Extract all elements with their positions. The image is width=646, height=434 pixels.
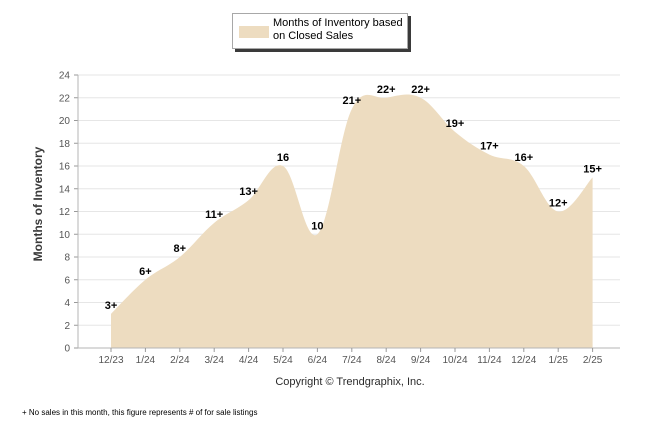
data-label: 13+ [239,186,258,198]
x-tick-label: 1/25 [548,355,568,366]
y-tick-label: 0 [64,344,70,355]
data-label: 8+ [174,243,187,255]
x-tick-label: 4/24 [239,355,259,366]
copyright-text: Copyright © Trendgraphix, Inc. [275,376,425,388]
x-tick-label: 1/24 [136,355,156,366]
y-tick-label: 16 [59,162,71,173]
data-label: 22+ [411,84,430,96]
data-label: 12+ [549,198,568,210]
data-label: 15+ [583,163,602,175]
x-tick-label: 7/24 [342,355,362,366]
data-label: 17+ [480,141,499,153]
y-tick-label: 14 [59,184,71,195]
x-tick-label: 2/25 [583,355,603,366]
data-label: 10 [311,220,323,232]
x-tick-label: 3/24 [204,355,224,366]
x-tick-label: 12/23 [98,355,123,366]
data-labels: 3+ 6+ 8+ 11+ 13+ 16 10 21+ 22+ 22+ 19+ 17+ 16+ 12+ 15+ [105,84,602,312]
data-label: 3+ [105,300,118,312]
data-label: 16 [277,152,289,164]
y-tick-label: 24 [59,71,71,82]
series-area [111,94,593,348]
y-tick-label: 12 [59,207,71,218]
data-label: 21+ [342,95,361,107]
area-fill [111,94,593,348]
x-tick-label: 2/24 [170,355,190,366]
x-tick-label: 9/24 [411,355,431,366]
data-label: 11+ [205,209,223,221]
legend-label: Months of Inventory based on Closed Sale… [273,17,403,42]
legend-swatch [239,26,269,38]
y-tick-label: 22 [59,93,71,104]
y-tick-label: 10 [59,230,71,241]
data-label: 16+ [514,152,533,164]
x-tick-label: 11/24 [477,355,502,366]
x-tick-label: 6/24 [308,355,328,366]
footnote-text: + No sales in this month, this figure re… [22,408,258,417]
chart-legend: Months of Inventory based on Closed Sale… [232,13,408,49]
data-label: 19+ [446,118,465,130]
y-tick-label: 4 [64,298,70,309]
data-label: 6+ [139,266,152,278]
x-tick-label: 12/24 [511,355,536,366]
y-tick-label: 2 [64,321,70,332]
y-tick-label: 18 [59,139,71,150]
x-tick-label: 5/24 [273,355,293,366]
x-tick-label: 10/24 [442,355,467,366]
y-tick-label: 20 [59,116,71,127]
y-tick-label: 6 [64,275,70,286]
y-tick-label: 8 [64,253,70,264]
x-tick-label: 8/24 [376,355,396,366]
data-label: 22+ [377,84,396,96]
